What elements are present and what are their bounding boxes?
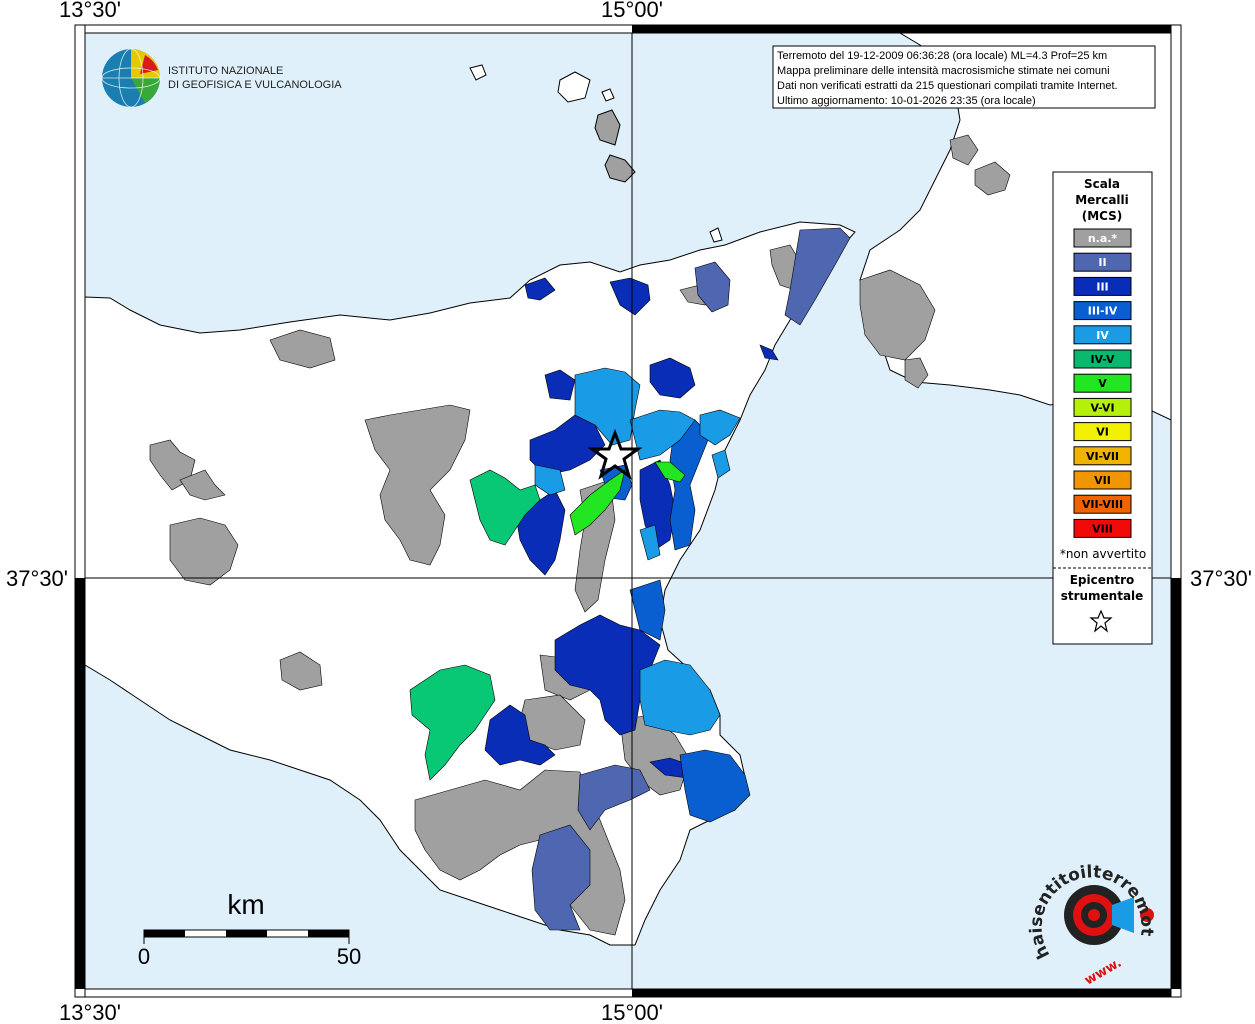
legend-swatch (1073, 397, 1132, 417)
info-line4: Ultimo aggiornamento: 10-01-2026 23:35 (… (777, 95, 1036, 107)
legend: Scala Mercalli (MCS) n.a.*IIIIIIII-IVIVI… (1052, 171, 1153, 645)
island (601, 88, 615, 102)
legend-label: IV (1096, 329, 1109, 342)
island (709, 227, 723, 243)
legend-label: VII (1094, 474, 1111, 487)
legend-label: II (1098, 256, 1106, 269)
coord-right-mid: 37°30' (1190, 566, 1252, 591)
island (469, 64, 487, 81)
legend-label: V-VI (1090, 401, 1114, 414)
legend-title-line2: Mercalli (1075, 193, 1129, 207)
legend-label: VIII (1092, 522, 1113, 535)
info-line3: Dati non verificati estratti da 215 ques… (777, 80, 1118, 92)
legend-swatch (1073, 373, 1132, 393)
scale-bar: km 0 50 (138, 889, 361, 969)
municipalities-v (569, 461, 686, 536)
legend-swatch (1073, 325, 1132, 345)
legend-swatch (1073, 301, 1132, 321)
epicenter-star-icon (587, 428, 643, 480)
municipalities-iv (534, 367, 741, 736)
info-line1: Terremoto del 19-12-2009 06:36:28 (ora l… (777, 50, 1107, 62)
municipalities-iv-v (409, 469, 541, 781)
island (557, 71, 591, 103)
legend-star-icon (1089, 609, 1113, 633)
info-line2: Mappa preliminare delle intensità macros… (777, 65, 1110, 77)
legend-epicenter-line2: strumentale (1061, 589, 1144, 603)
coord-bottom-center: 15°00' (601, 1000, 663, 1024)
municipalities-iii (484, 277, 779, 779)
legend-swatch (1073, 422, 1132, 442)
scale-unit: km (227, 889, 264, 920)
legend-label: III-IV (1088, 305, 1118, 318)
legend-title-line3: (MCS) (1082, 209, 1123, 223)
legend-label: n.a.* (1088, 232, 1118, 245)
legend-swatch (1073, 276, 1132, 296)
coord-top-left: 13°30' (59, 0, 121, 22)
legend-swatch (1073, 228, 1132, 248)
legend-title-line1: Scala (1084, 177, 1120, 191)
institute-line2: DI GEOFISICA E VULCANOLOGIA (168, 79, 342, 91)
legend-swatch (1073, 518, 1132, 538)
legend-label: VI (1096, 426, 1109, 439)
island (594, 109, 621, 146)
legend-swatch (1073, 470, 1132, 490)
legend-note: *non avvertito (1060, 547, 1146, 561)
scale-end: 50 (337, 944, 361, 969)
legend-swatch (1073, 349, 1132, 369)
ingv-logo: ISTITUTO NAZIONALE DI GEOFISICA E VULCAN… (101, 48, 342, 108)
scale-start: 0 (138, 944, 150, 969)
legend-label: III (1096, 280, 1108, 293)
legend-label: V (1098, 377, 1107, 390)
map-border (74, 24, 1182, 998)
legend-swatch (1073, 446, 1132, 466)
legend-label: VI-VII (1086, 450, 1119, 463)
municipalities-ii (531, 227, 851, 931)
legend-label: IV-V (1090, 353, 1115, 366)
coord-left-mid: 37°30' (6, 566, 68, 591)
legend-epicenter-line1: Epicentro (1070, 573, 1135, 587)
info-box: Terremoto del 19-12-2009 06:36:28 (ora l… (772, 45, 1156, 109)
coord-bottom-left: 13°30' (59, 1000, 121, 1024)
coord-top-center: 15°00' (601, 0, 663, 22)
legend-label: VII-VIII (1082, 498, 1123, 511)
institute-line1: ISTITUTO NAZIONALE (168, 65, 283, 77)
legend-swatch (1073, 494, 1132, 514)
legend-swatch (1073, 252, 1132, 272)
island (604, 154, 636, 183)
